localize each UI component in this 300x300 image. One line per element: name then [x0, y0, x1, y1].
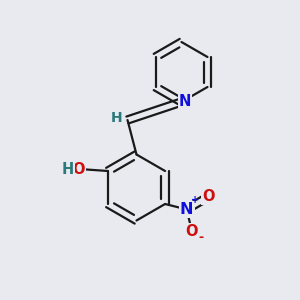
Text: N: N: [179, 94, 191, 109]
Text: O: O: [202, 189, 214, 204]
Text: N: N: [180, 202, 194, 217]
Text: H: H: [110, 111, 122, 124]
Text: H: H: [61, 162, 74, 177]
Text: -: -: [198, 231, 203, 244]
Text: +: +: [191, 195, 199, 206]
Text: O: O: [185, 224, 198, 239]
Text: O: O: [72, 162, 85, 177]
